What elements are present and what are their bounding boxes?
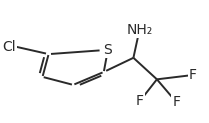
Text: F: F — [189, 68, 197, 82]
Text: Cl: Cl — [2, 40, 16, 54]
Text: NH₂: NH₂ — [126, 23, 153, 37]
Text: F: F — [136, 94, 144, 108]
Text: S: S — [103, 43, 112, 57]
Text: F: F — [172, 95, 180, 109]
